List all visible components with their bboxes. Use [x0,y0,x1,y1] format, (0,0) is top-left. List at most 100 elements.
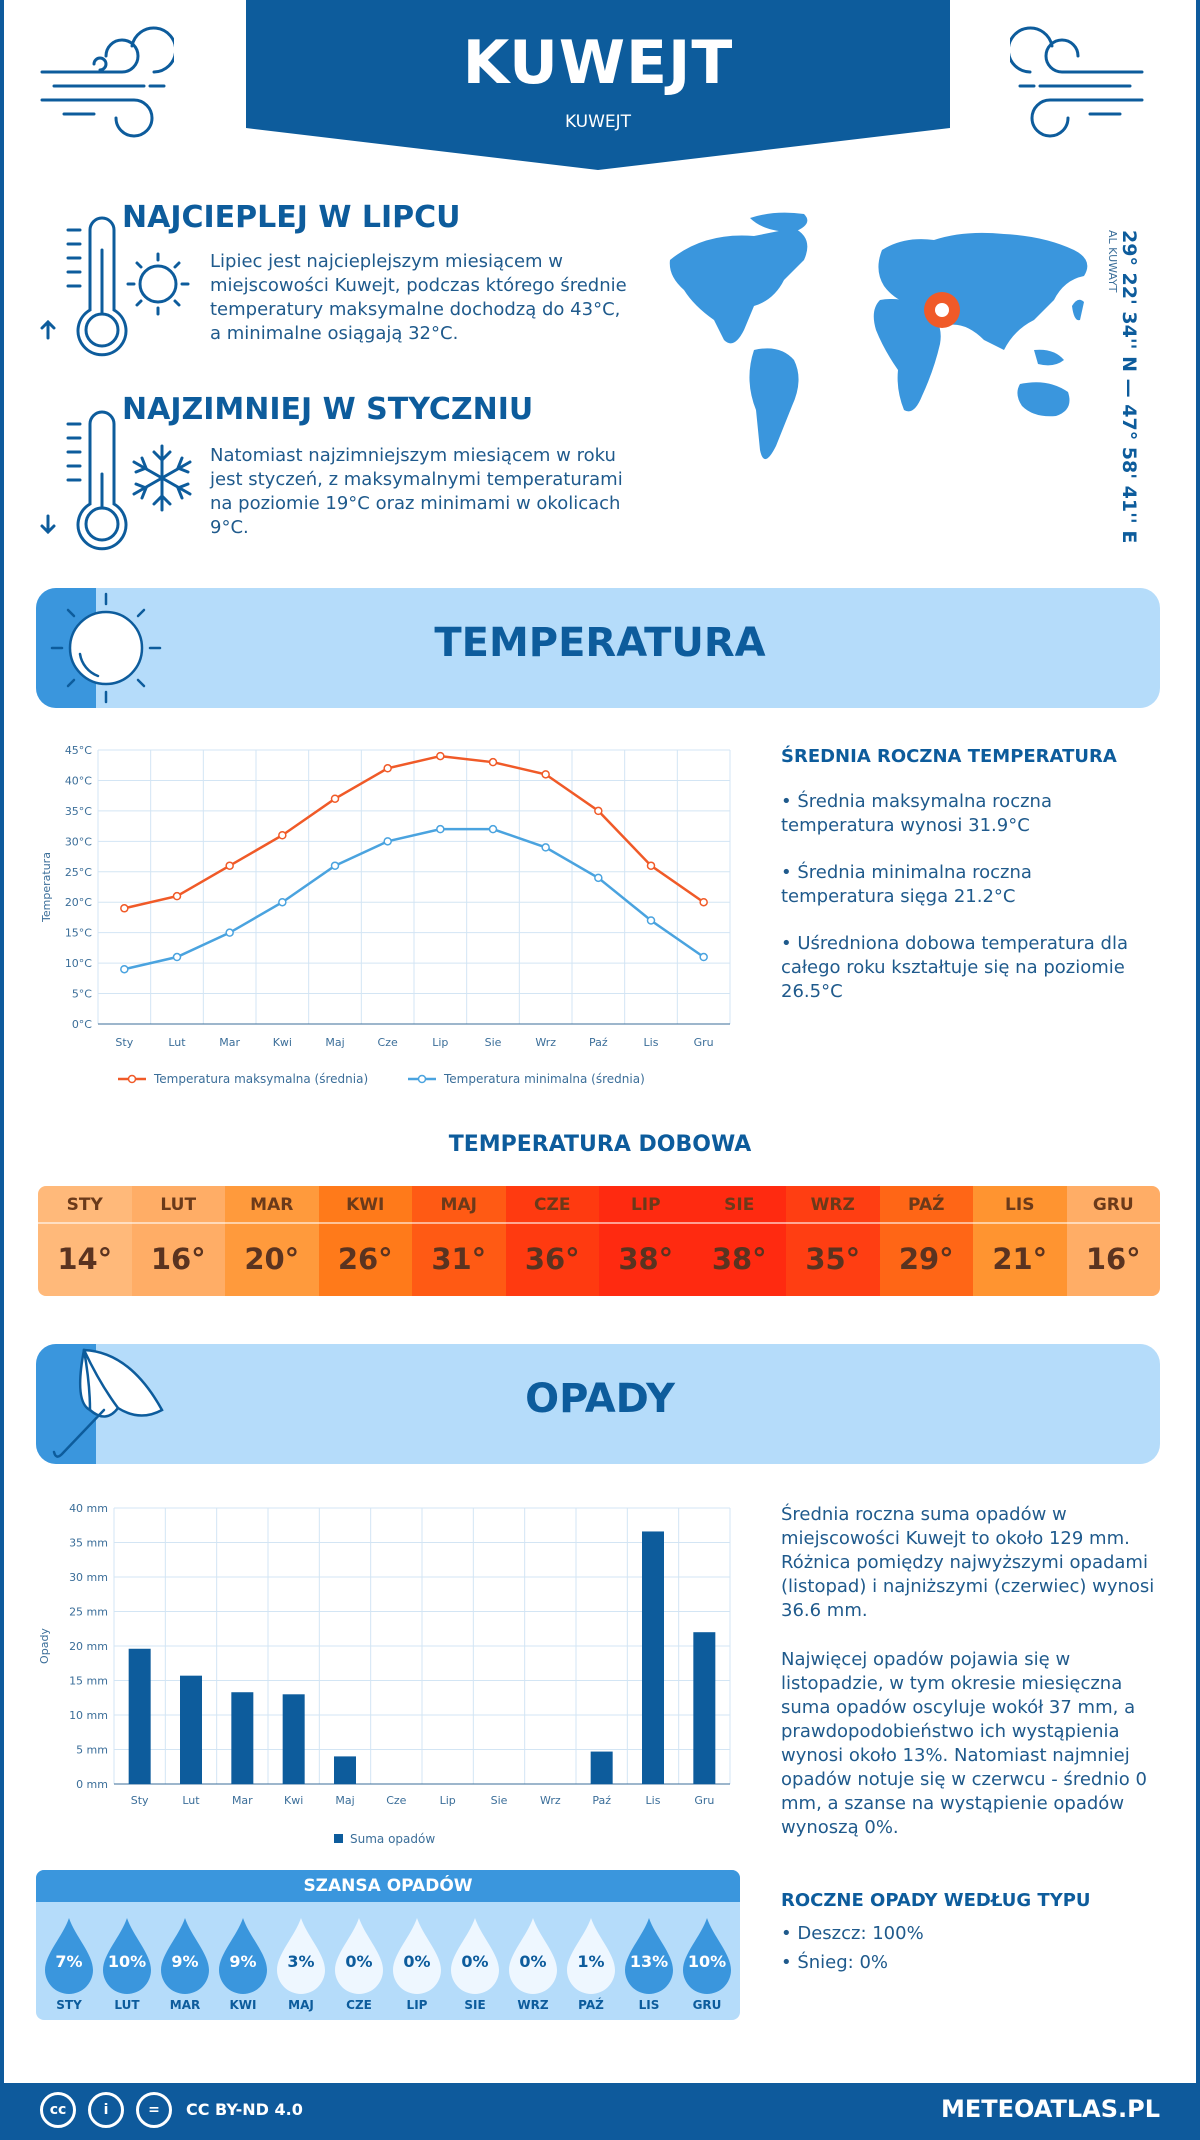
daily-temp-month: GRU [1066,1186,1160,1224]
series-point [488,757,498,767]
series-point [699,952,708,962]
x-tick-label: Wrz [535,1036,556,1049]
series-point [488,824,498,834]
chance-value: 1% [577,1952,605,1971]
series-point [436,824,445,834]
chance-value: 0% [461,1952,489,1971]
x-tick-label: Maj [325,1036,344,1049]
daily-temp-month: LUT [131,1186,225,1224]
x-tick-label: Sty [131,1794,149,1807]
y-axis-label: Temperatura [40,852,53,923]
x-tick-label: Lip [432,1036,448,1049]
daily-temp-value: 38° [711,1242,767,1276]
daily-temp-cell: PAŹ 29° [879,1186,973,1296]
attribution-icon: i [88,2092,124,2128]
daily-temp-value: 29° [898,1242,954,1276]
daily-temp-cell: MAJ 31° [412,1186,506,1296]
series-point [541,843,550,852]
raindrop-shape [625,1918,673,1994]
series-point [383,764,392,773]
raindrop-icon [509,1918,557,1994]
chance-month: MAJ [288,1998,314,2012]
daily-temp-value: 26° [337,1242,393,1276]
daily-temp-month: KWI [318,1186,412,1224]
raindrop-icon [45,1918,93,1994]
daily-temp-month: MAR [225,1186,319,1224]
x-tick-label: Lut [182,1794,200,1807]
raindrop-shape [103,1918,151,1994]
daily-temp-value: 20° [244,1242,300,1276]
precip-paragraph-2: Najwięcej opadów pojawia się w listopadz… [781,1649,1147,1838]
raindrop-shape [45,1918,93,1994]
chance-drop: 7% STY [40,1916,98,2016]
legend-marker [127,1074,137,1084]
legend-label: Temperatura minimalna (średnia) [443,1072,645,1086]
x-tick-label: Paź [592,1794,611,1807]
raindrop-icon [625,1918,673,1994]
daily-temp-value: 36° [524,1242,580,1276]
y-tick-label: 25°C [65,866,92,879]
sun-icon [50,592,162,704]
series-point [646,861,656,870]
chance-month: SIE [464,1998,486,2012]
license-text: CC BY-ND 4.0 [186,2100,303,2119]
y-tick-label: 40 mm [69,1502,108,1515]
raindrop-icon [451,1918,499,1994]
series-point [699,897,708,907]
raindrop-icon [683,1918,731,1994]
chance-value: 3% [287,1952,315,1971]
precip-bar [590,1751,613,1784]
daily-temp-table: STY 14° LUT 16° MAR 20° KWI 26° MAJ 31° CZE 36° LIP 3… [38,1186,1160,1296]
chance-drop: 0% LIP [388,1916,446,2016]
raindrop-shape [683,1918,731,1994]
chance-value: 9% [229,1952,257,1971]
x-tick-label: Cze [378,1036,398,1049]
precip-paragraph-1: Średnia roczna suma opadów w miejscowośc… [781,1504,1155,1621]
hottest-title: NAJCIEPLEJ W LIPCU [122,200,461,235]
y-tick-label: 15°C [65,927,92,940]
series-point [646,916,656,925]
wind-icon-right [1010,26,1144,138]
series-point [383,837,392,846]
hot-thermometer-icon [40,216,190,357]
chance-box: SZANSA OPADÓW 7% STY 10% LUT 9% MAR 9% KWI 3% MAJ… [36,1870,740,2020]
site-link[interactable]: METEOATLAS.PL [940,2095,1160,2123]
raindrop-icon [393,1918,441,1994]
daily-temp-month: LIP [599,1186,693,1224]
chance-month: PAŹ [578,1998,604,2012]
chance-value: 0% [403,1952,431,1971]
daily-temp-value: 16° [1085,1242,1141,1276]
raindrop-shape [161,1918,209,1994]
series-point [278,897,287,907]
x-tick-label: Wrz [540,1794,561,1807]
chance-drop: 10% LUT [98,1916,156,2016]
precip-bar [282,1694,305,1784]
annual-temp-bullet-min: • Średnia minimalna roczna temperatura s… [781,862,1032,907]
precip-type-heading: ROCZNE OPADY WEDŁUG TYPU [781,1890,1091,1911]
y-tick-label: 20°C [65,896,92,909]
series-point [225,861,234,870]
cold-thermometer-icon [40,410,192,551]
daily-temp-cell: KWI 26° [318,1186,412,1296]
daily-temp-cell: SIE 38° [692,1186,786,1296]
series-point [330,861,340,870]
daily-temp-month: WRZ [786,1186,880,1224]
daily-temp-value: 21° [992,1242,1048,1276]
temperature-chart: 0°C 5°C 10°C 15°C 20°C 25°C 30°C 35°C 40°C 45°C St… [40,744,731,1086]
series-point [120,964,129,974]
chance-drop: 9% KWI [214,1916,272,2016]
chance-drop: 9% MAR [156,1916,214,2016]
daily-temp-value: 35° [805,1242,861,1276]
precip-bar [231,1692,254,1784]
daily-temp-title: TEMPERATURA DOBOWA [448,1132,752,1157]
chance-month: GRU [692,1998,722,2012]
city-title: KUWEJT [462,28,734,98]
series-point [594,806,603,816]
x-tick-label: Kwi [284,1794,303,1807]
y-tick-label: 30°C [65,835,92,848]
daily-temp-cell: STY 14° [38,1186,132,1296]
chance-drop: 0% WRZ [504,1916,562,2016]
raindrop-shape [509,1918,557,1994]
y-tick-label: 35 mm [69,1537,108,1550]
annual-temp-bullet-max: • Średnia maksymalna roczna temperatura … [781,791,1052,836]
